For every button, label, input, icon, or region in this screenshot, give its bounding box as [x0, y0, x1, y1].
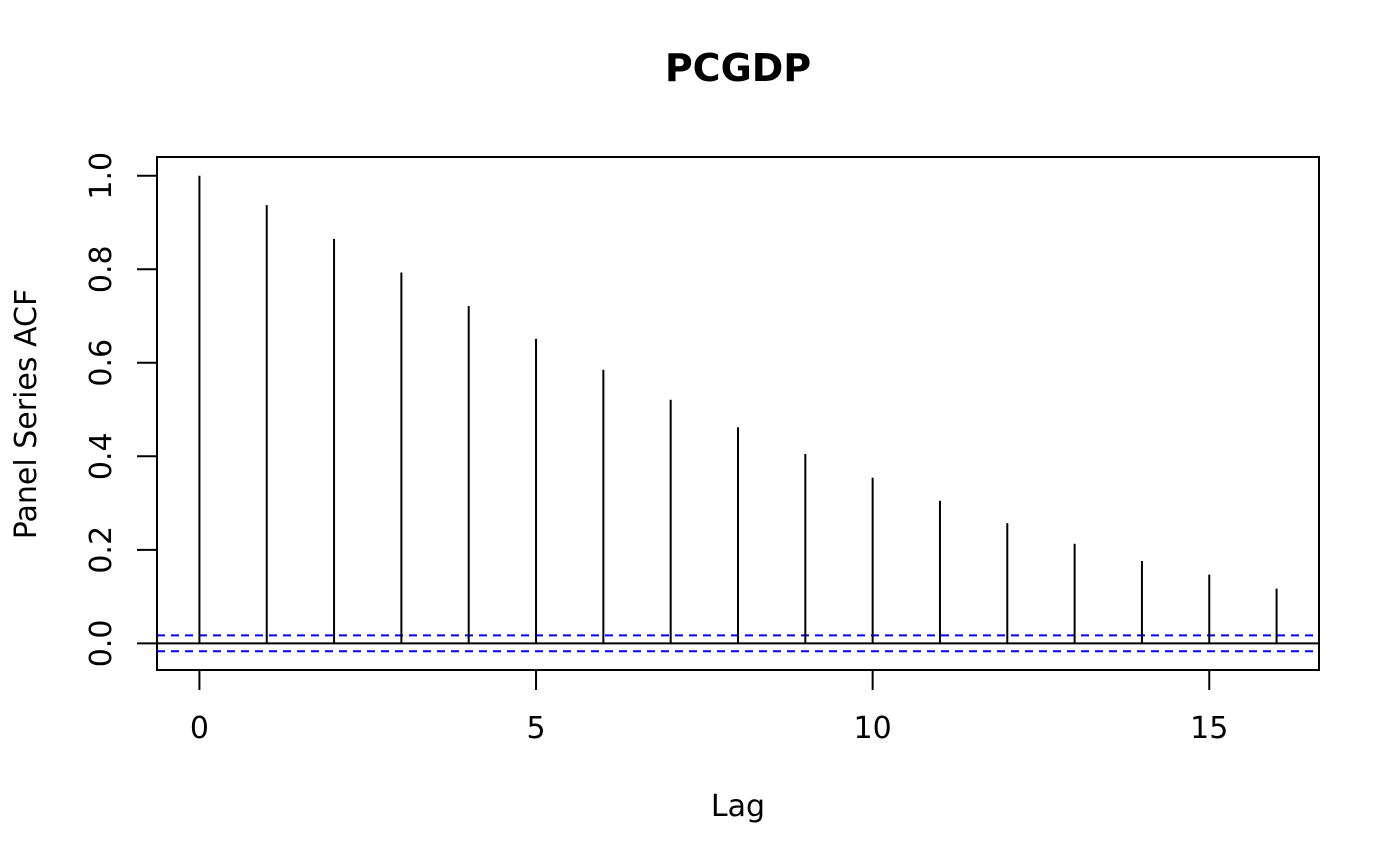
y-axis-label: Panel Series ACF — [9, 289, 44, 539]
y-tick-label: 1.0 — [84, 152, 119, 200]
x-tick-label: 10 — [854, 711, 892, 746]
y-tick-label: 0.8 — [84, 245, 119, 293]
y-tick-label: 0.6 — [84, 339, 119, 387]
x-axis-label: Lag — [711, 789, 765, 824]
y-axis: 0.0 0.2 0.4 0.6 0.8 1.0 — [84, 152, 158, 667]
y-tick-label: 0.0 — [84, 619, 119, 667]
acf-bars-group — [198, 175, 1278, 644]
x-tick-label: 15 — [1190, 711, 1228, 746]
y-tick-label: 0.2 — [84, 526, 119, 574]
x-tick-label: 0 — [190, 711, 209, 746]
x-axis: 0 5 10 15 — [190, 669, 1228, 746]
chart-title: PCGDP — [665, 46, 811, 90]
y-tick-label: 0.4 — [84, 432, 119, 480]
x-tick-label: 5 — [526, 711, 545, 746]
